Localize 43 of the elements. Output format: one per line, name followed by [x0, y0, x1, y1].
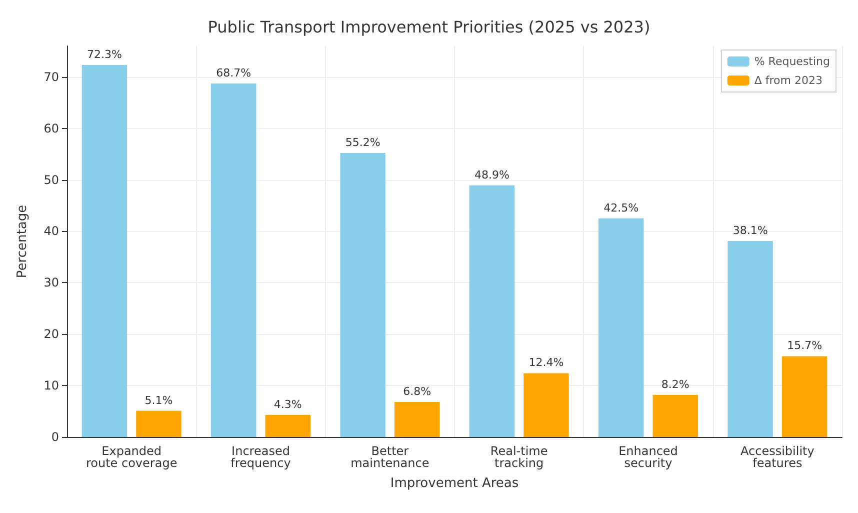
data-label: 68.7%: [216, 66, 252, 80]
data-label: 8.2%: [661, 378, 690, 391]
x-tick-label: Better maintenance: [350, 444, 430, 470]
y-tick-label: 40: [44, 224, 59, 238]
bar: [782, 356, 828, 437]
data-label: 15.7%: [787, 339, 822, 352]
legend-label: Δ from 2023: [754, 74, 822, 87]
y-tick-label: 70: [44, 70, 59, 84]
data-label: 55.2%: [345, 136, 380, 150]
bar: [598, 218, 644, 437]
bar: [265, 414, 310, 437]
data-label: 38.1%: [732, 224, 768, 237]
y-tick-label: 0: [51, 430, 59, 444]
data-label: 42.5%: [604, 201, 639, 214]
bar: [340, 153, 386, 437]
legend-label: % Requesting: [754, 55, 830, 68]
bar: [136, 410, 182, 437]
data-label: 4.3%: [274, 398, 302, 411]
bar: [652, 394, 698, 437]
bar: [394, 402, 440, 437]
y-tick-label: 30: [44, 276, 59, 290]
x-tick-label: Accessibility features: [740, 444, 814, 470]
bar: [469, 185, 515, 437]
y-axis-title: Percentage: [15, 204, 30, 278]
data-label: 48.9%: [474, 168, 510, 182]
bar: [82, 65, 128, 437]
bar: [728, 240, 773, 437]
y-tick-label: 60: [44, 121, 59, 136]
x-tick-label: Increased frequency: [230, 444, 291, 470]
bar: [524, 373, 569, 437]
data-label: 6.8%: [403, 385, 432, 398]
y-tick-label: 10: [44, 378, 59, 393]
data-label: 5.1%: [144, 394, 173, 407]
data-label: 72.3%: [86, 48, 122, 62]
x-tick-label: Real-time tracking: [490, 444, 548, 470]
y-tick-label: 50: [44, 172, 59, 187]
x-axis-title: Improvement Areas: [390, 476, 519, 491]
y-tick-label: 20: [44, 327, 59, 342]
bar: [211, 84, 256, 437]
x-tick-label: Expanded route coverage: [86, 444, 178, 470]
chart-title: Public Transport Improvement Priorities (2025 vs 2023): [208, 18, 650, 36]
data-label: 12.4%: [528, 356, 564, 370]
x-tick-label: Enhanced security: [618, 444, 678, 470]
